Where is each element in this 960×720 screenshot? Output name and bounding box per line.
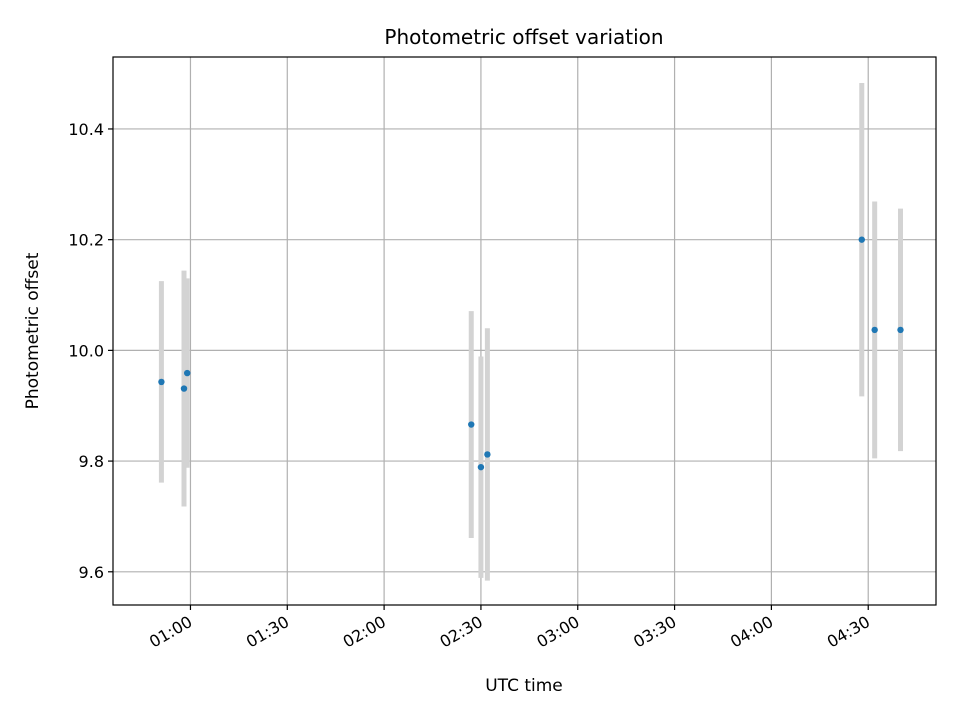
y-axis-title: Photometric offset xyxy=(23,252,43,409)
y-tick-label: 10.0 xyxy=(68,341,104,360)
plot-area-frame xyxy=(112,56,937,606)
data-point xyxy=(858,236,865,243)
y-tick-label: 9.8 xyxy=(79,452,104,471)
x-axis-title: UTC time xyxy=(485,676,563,696)
y-tick-label: 10.4 xyxy=(68,120,104,139)
data-point xyxy=(871,326,878,334)
data-point xyxy=(477,463,485,471)
x-tick-label: 03:30 xyxy=(630,612,679,652)
data-point xyxy=(180,385,188,392)
x-tick-label: 02:30 xyxy=(436,612,485,652)
data-point xyxy=(158,378,165,386)
x-tick-label: 04:00 xyxy=(727,612,776,652)
data-point xyxy=(468,421,475,428)
data-point xyxy=(897,326,904,334)
data-point xyxy=(184,369,191,377)
x-tick-label: 03:00 xyxy=(533,612,582,652)
x-tick-label: 01:00 xyxy=(146,612,195,652)
data-points xyxy=(158,236,904,471)
grid xyxy=(113,57,936,605)
chart-title: Photometric offset variation xyxy=(384,25,663,49)
x-tick-label: 04:30 xyxy=(824,612,873,652)
data-point xyxy=(484,451,491,458)
y-tick-label: 9.6 xyxy=(79,563,104,582)
error-bars xyxy=(158,83,903,581)
y-tick-label: 10.2 xyxy=(68,231,104,250)
x-tick-label: 01:30 xyxy=(243,612,292,652)
x-tick-label: 02:00 xyxy=(340,612,389,652)
